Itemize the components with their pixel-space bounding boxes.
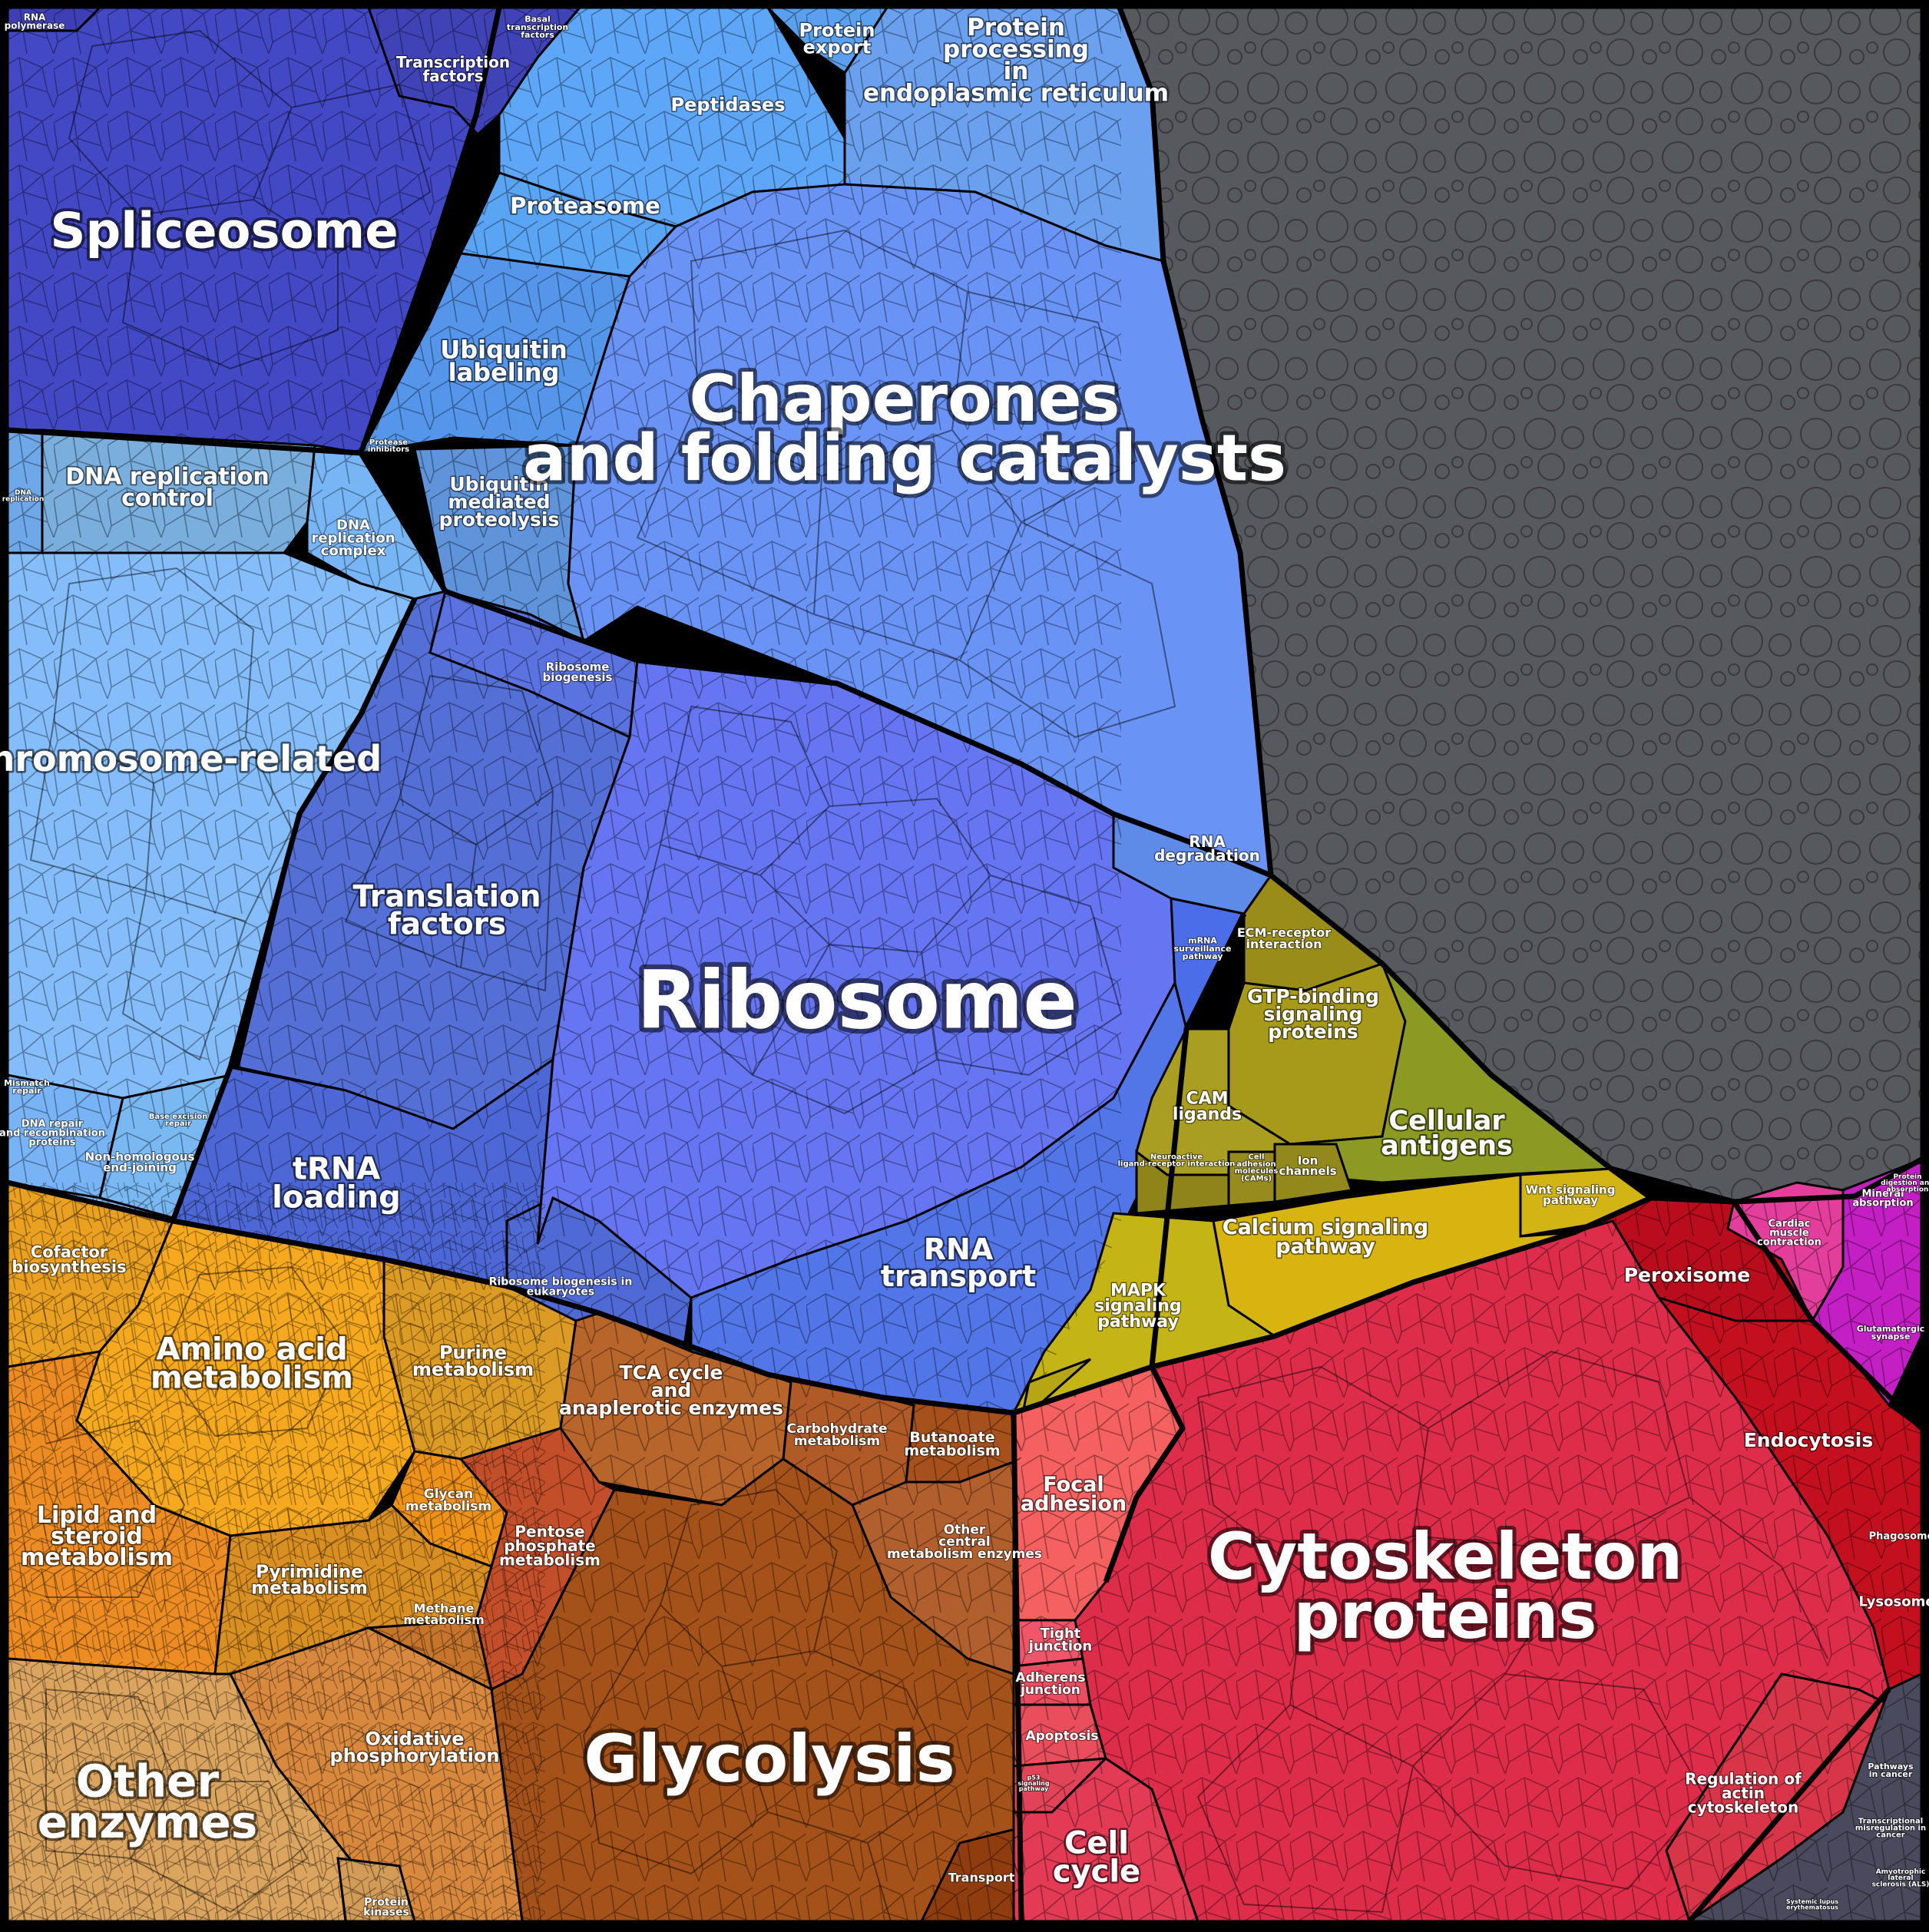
label-neuroactive: Neuroactive ligand-receptor interaction [1118,1153,1236,1168]
label-dna-replication: DNA replication [2,489,45,503]
label-rna-transport: RNA transport [881,1232,1036,1293]
label-dna-replication-control: DNA replication control [65,464,269,512]
label-protease-inhibitors: Protease inhibitors [368,438,409,454]
label-proteasome: Proteasome [510,193,660,219]
label-regulation-actin: Regulation of actin cytoskeleton [1685,1770,1802,1817]
label-protein-export: Protein export [799,19,875,58]
label-focal-adhesion: Focal adhesion [1021,1473,1127,1516]
label-apoptosis: Apoptosis [1025,1729,1098,1744]
label-protein-processing-er: Protein processing in endoplasmic reticulum [863,14,1169,108]
region-mrna-surveillance [1170,897,1246,1033]
label-phagosome: Phagosome [1869,1531,1929,1543]
label-ribosome-biogenesis: Ribosome biogenesis [543,660,613,684]
label-cytoskeleton: Cytoskeleton proteins [1208,1519,1682,1653]
label-ion-channels: Ion channels [1279,1153,1336,1178]
label-trna-loading: tRNA loading [272,1152,401,1216]
cell-texture [8,8,1921,1921]
label-mrna-surveillance: mRNA surveillance pathway [1174,936,1232,961]
label-cellular-antigens: Cellular antigens [1381,1106,1513,1161]
label-peroxisome: Peroxisome [1624,1264,1751,1286]
label-sle: Systemic lupus erythematosus [1786,1898,1838,1910]
label-oxidative-phosphorylation: Oxidative phosphorylation [330,1728,500,1766]
label-non-homologous-end-joining: Non-homologous end-joining [85,1150,195,1174]
label-basal-transcription-factors: Basal transcription factors [507,15,569,40]
label-adherens-junction: Adherens junction [1015,1670,1085,1698]
label-mineral-absorption: Mineral absorption [1852,1189,1913,1209]
label-methane-metabolism: Methane metabolism [403,1601,485,1627]
label-mismatch-repair: Mismatch repair [4,1078,50,1096]
label-transport: Transport [948,1871,1015,1885]
label-lipid-steroid: Lipid and steroid metabolism [21,1502,173,1571]
label-gtp-binding: GTP-binding signaling proteins [1247,985,1379,1043]
label-transcriptional-misregulation: Transcriptional misregulation in cancer [1855,1817,1926,1839]
label-lysosome: Lysosome [1858,1593,1929,1609]
label-transcription-factors: Transcription factors [396,53,510,85]
label-calcium-signaling: Calcium signaling pathway [1223,1216,1428,1259]
large-cells [29,29,1828,1922]
label-als: Amyotrophic lateral sclerosis (ALS) [1872,1868,1929,1889]
label-wnt-signaling: Wnt signaling pathway [1526,1183,1616,1207]
label-chromosome-related: Chromosome-related [0,738,382,779]
label-purine-metabolism: Purine metabolism [412,1341,534,1380]
label-p53-signaling: p53 signaling pathway [1017,1774,1050,1792]
label-endocytosis: Endocytosis [1744,1429,1874,1451]
label-chaperones: Chaperones and folding catalysts [523,361,1286,495]
label-cofactor-biosynthesis: Cofactor biosynthesis [12,1243,126,1276]
label-rna-polymerase: RNA polymerase [5,12,65,31]
label-dna-replication-complex: DNA replication complex [311,518,395,559]
label-tight-junction: Tight junction [1028,1626,1092,1655]
label-cell-cycle: Cell cycle [1053,1826,1140,1890]
label-butanoate-metabolism: Butanoate metabolism [904,1429,1000,1459]
label-amino-acid-metabolism: Amino acid metabolism [151,1332,353,1396]
label-translation-factors: Translation factors [352,880,541,942]
label-rna-degradation: RNA degradation [1154,832,1260,865]
label-ribosome: Ribosome [637,953,1077,1047]
label-ribosome-biogenesis-eukaryotes: Ribosome biogenesis in eukaryotes [489,1275,633,1298]
label-ubiquitin-labeling: Ubiquitin labeling [440,335,567,386]
label-tca-cycle: TCA cycle and anaplerotic enzymes [559,1361,783,1419]
label-peptidases: Peptidases [671,94,786,115]
label-glutamatergic-synapse: Glutamatergic synapse [1857,1324,1925,1341]
label-cell-adhesion-molecules: Cell adhesion molecules (CAMs) [1235,1153,1279,1183]
label-pathways-cancer: Pathways in cancer [1868,1762,1914,1779]
label-pentose-phosphate: Pentose phosphate metabolism [499,1523,601,1570]
label-base-excision-repair: Base excision repair [149,1113,208,1128]
label-spliceosome: Spliceosome [50,203,398,260]
label-dna-repair-recombination: DNA repair and recombination proteins [0,1119,105,1149]
label-ubiquitin-mediated-proteolysis: Ubiquitin mediated proteolysis [439,473,560,531]
region-labels: Spliceosome RNA polymerase Transcription fac… [0,12,1929,1920]
label-other-central-metabolism: Other central metabolism enzymes [887,1522,1042,1561]
label-pyrimidine-metabolism: Pyrimidine metabolism [251,1562,368,1598]
label-mapk-signaling: MAPK signaling pathway [1094,1281,1181,1331]
label-glycan-metabolism: Glycan metabolism [405,1487,491,1514]
label-protein-kinases: Protein kinases [363,1896,409,1918]
label-cardiac-muscle: Cardiac muscle contraction [1757,1219,1821,1249]
region-ion-channels [1273,1143,1353,1203]
label-protein-digestion: Protein digestion and absorption [1881,1173,1929,1194]
label-ecm-receptor: ECM-receptor interaction [1237,925,1331,951]
label-glycolysis: Glycolysis [584,1721,955,1798]
label-cam-ligands: CAM ligands [1173,1090,1242,1124]
label-other-enzymes: Other enzymes [38,1755,258,1848]
label-carbohydrate-metabolism: Carbohydrate metabolism [786,1421,887,1449]
